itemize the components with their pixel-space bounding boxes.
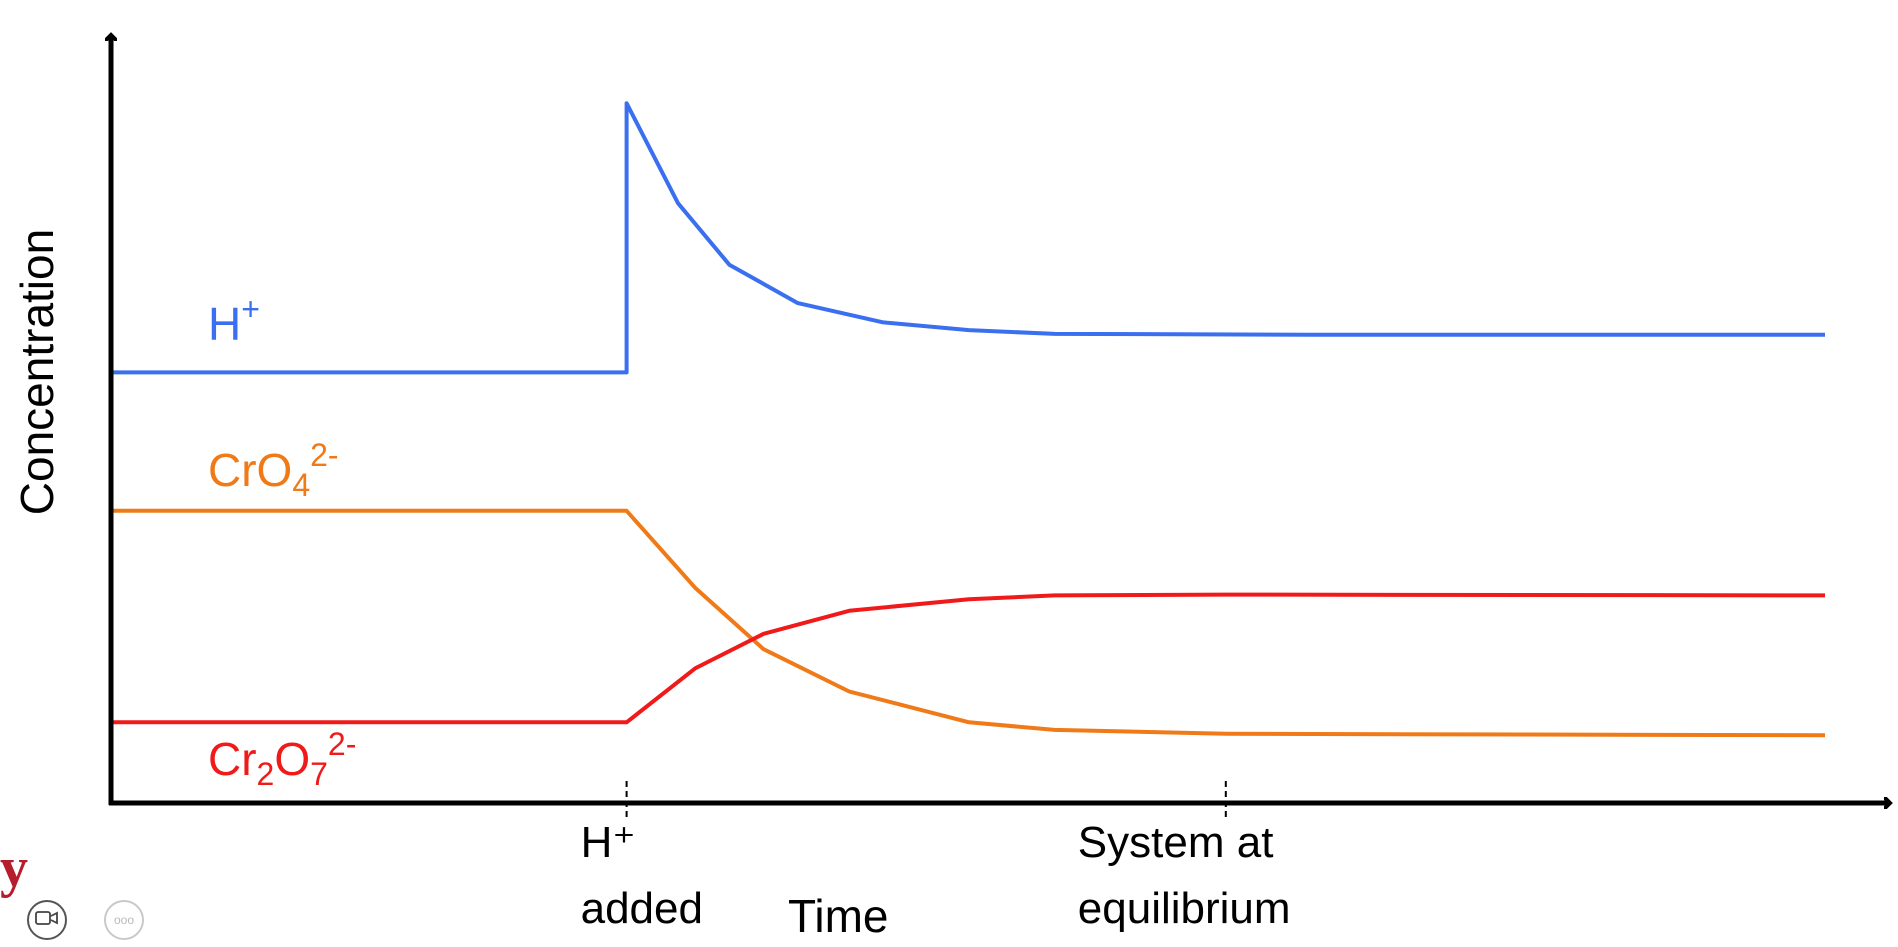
series-line-1: [113, 508, 1826, 738]
brand-logo: y: [0, 837, 28, 899]
series-line-0: [113, 101, 1825, 375]
x-tick-label-0: H⁺ added: [581, 818, 703, 933]
labels-layer: H+ CrO42- Cr2O72-: [208, 291, 356, 792]
series-label-2: Cr2O72-: [208, 726, 356, 792]
x-tick-label-1: System at equilibrium: [1078, 818, 1291, 933]
video-camera-icon: [35, 910, 59, 931]
series-layer: [113, 101, 1826, 738]
x-axis-title: Time: [788, 890, 889, 942]
video-button[interactable]: [27, 900, 67, 940]
more-options-button[interactable]: ooo: [104, 900, 144, 940]
series-line-2: [113, 592, 1826, 725]
y-axis-title: Concentration: [11, 229, 63, 515]
series-label-1: CrO42-: [208, 437, 339, 503]
more-dots-icon: ooo: [113, 913, 135, 927]
series-label-0: H+: [208, 291, 260, 350]
ticks-layer: H⁺ added System at equilibrium: [581, 781, 1291, 933]
